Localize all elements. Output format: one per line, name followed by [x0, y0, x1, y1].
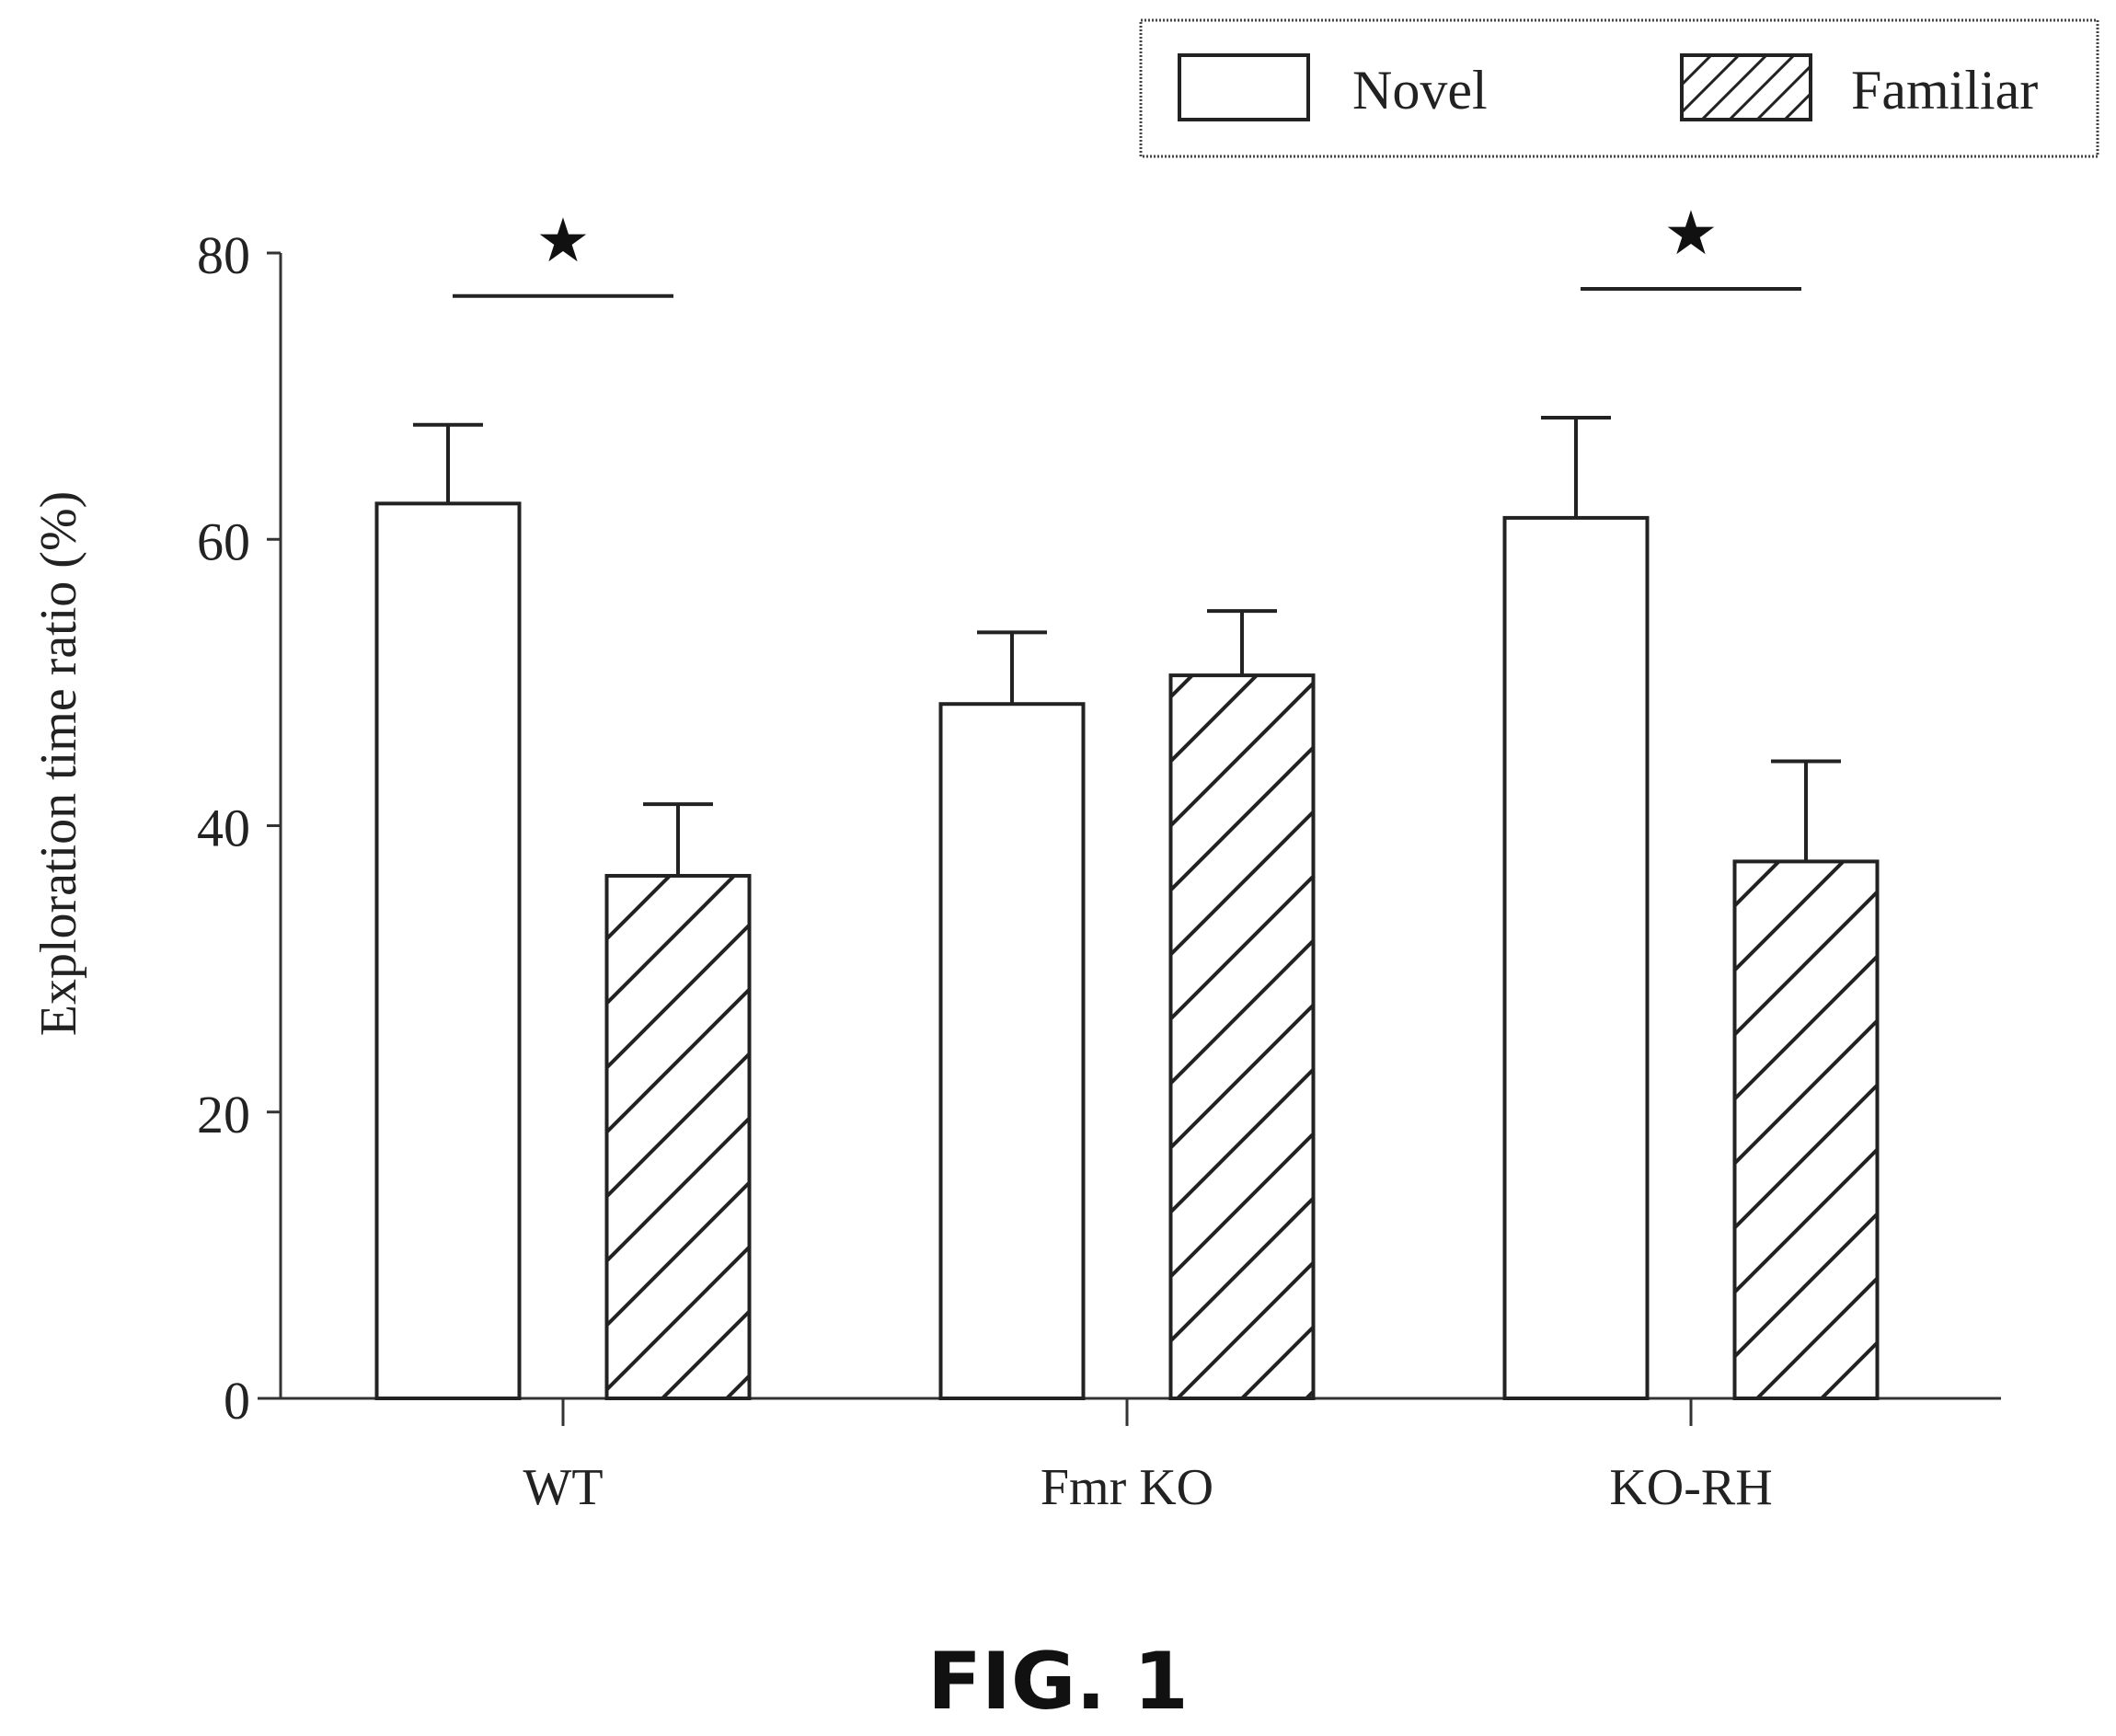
- x-tick-label: KO-RH: [1609, 1459, 1772, 1516]
- significance-markers: ★ ★: [453, 198, 1801, 298]
- legend-label-familiar: Familiar: [1851, 60, 2038, 121]
- legend: Novel Familiar: [1139, 18, 2099, 158]
- bar-novel: [374, 501, 522, 1400]
- significance-star: ★: [1663, 198, 1718, 269]
- y-tick-label: 40: [197, 799, 250, 858]
- y-tick-label: 20: [197, 1085, 250, 1144]
- y-axis-label: Exploration time ratio (%): [30, 491, 87, 1036]
- bar-familiar: [1732, 859, 1880, 1400]
- bar-familiar: [604, 873, 752, 1400]
- figure-label: FIG. 1: [927, 1636, 1189, 1728]
- bars: [374, 415, 1880, 1400]
- y-tick-label: 60: [197, 512, 250, 571]
- x-tick-label: WT: [523, 1459, 603, 1516]
- bar-familiar: [1168, 673, 1316, 1400]
- y-tick-label: 0: [224, 1371, 250, 1431]
- legend-label-novel: Novel: [1352, 60, 1488, 121]
- x-tick-label: Fmr KO: [1041, 1459, 1213, 1516]
- bar-novel: [1502, 515, 1650, 1400]
- legend-swatch-familiar: [1680, 53, 1812, 121]
- y-tick-label: 80: [197, 225, 250, 285]
- y-ticks: 0 20 40 60 80: [197, 225, 281, 1431]
- x-ticks: WT Fmr KO KO-RH: [523, 1398, 1773, 1516]
- significance-star: ★: [535, 205, 590, 276]
- bar-novel: [938, 702, 1086, 1400]
- legend-swatch-novel: [1178, 53, 1310, 121]
